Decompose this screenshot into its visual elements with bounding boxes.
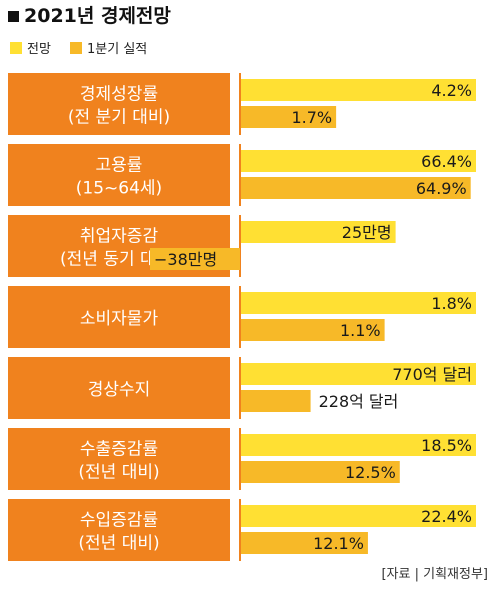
bar-actual (241, 106, 337, 128)
row-label-text: (15~64세) (76, 179, 162, 199)
bar-actual (241, 461, 400, 483)
chart-row: 경제성장률 (전 분기 대비) 4.2% 1.7% (8, 73, 476, 135)
chart-row: 고용률 (15~64세) 66.4% 64.9% (8, 144, 476, 206)
data-label-actual: 12.1% (313, 534, 364, 553)
data-label-forecast: 18.5% (421, 436, 472, 455)
row-label-text: 취업자증감 (80, 227, 159, 247)
row-label-box (8, 73, 230, 135)
source-note: [자료 | 기획재정부] (381, 567, 488, 582)
bar-forecast (241, 505, 476, 527)
legend-label-actual: 1분기 실적 (87, 42, 147, 57)
bar-forecast (241, 292, 476, 314)
legend-swatch-forecast (10, 42, 22, 54)
chart-row: 수출증감률 (전년 대비) 18.5% 12.5% (8, 428, 476, 490)
bar-forecast (241, 79, 476, 101)
bar-actual (150, 248, 240, 270)
data-label-forecast: 1.8% (431, 294, 472, 313)
chart-row: 경상수지 770억 달러 228억 달러 (8, 357, 476, 419)
row-label-text: 수출증감률 (80, 440, 158, 460)
data-label-forecast: 25만명 (342, 223, 392, 242)
bar-actual (241, 532, 368, 554)
data-label-actual: 12.5% (345, 463, 396, 482)
chart-rows: 경제성장률 (전 분기 대비) 4.2% 1.7% 고용률 (15~64세) 66.4% 64… (8, 73, 476, 561)
chart-title: 2021년 경제전망 (24, 5, 171, 27)
chart-row: 취업자증감 (전년 동기 대비) 25만명 −38만명 (8, 215, 396, 277)
row-label-text: (전년 동기 대비) (60, 250, 178, 270)
row-label-text: 소비자물가 (80, 309, 159, 329)
legend-swatch-actual (70, 42, 82, 54)
bar-forecast (241, 363, 476, 385)
chart-row: 수입증감률 (전년 대비) 22.4% 12.1% (8, 499, 476, 561)
data-label-forecast: 4.2% (431, 81, 472, 100)
row-label-text: (전 분기 대비) (68, 108, 170, 128)
title-bullet-icon (8, 11, 19, 22)
data-label-actual: −38만명 (154, 250, 217, 269)
row-label-box (8, 499, 230, 561)
row-label-text: (전년 대비) (78, 534, 159, 554)
legend-label-forecast: 전망 (27, 42, 51, 57)
bar-actual (241, 177, 471, 199)
bar-forecast (241, 434, 476, 456)
data-label-actual: 1.7% (291, 108, 332, 127)
data-label-actual: 228억 달러 (319, 392, 399, 411)
row-label-text: 수입증감률 (80, 511, 158, 531)
data-label-forecast: 22.4% (421, 507, 472, 526)
chart-row: 소비자물가 1.8% 1.1% (8, 286, 476, 348)
row-label-box (8, 357, 230, 419)
row-label-text: 고용률 (96, 156, 143, 176)
bar-forecast (241, 221, 396, 243)
row-label-box (8, 144, 230, 206)
bar-forecast (241, 150, 476, 172)
data-label-actual: 64.9% (416, 179, 467, 198)
row-label-box (8, 286, 230, 348)
row-label-text: (전년 대비) (78, 463, 159, 483)
row-label-box (8, 428, 230, 490)
bar-actual (241, 319, 385, 341)
data-label-actual: 1.1% (340, 321, 381, 340)
data-label-forecast: 770억 달러 (392, 365, 472, 384)
row-label-text: 경제성장률 (80, 85, 158, 105)
data-label-forecast: 66.4% (421, 152, 472, 171)
bar-actual (241, 390, 311, 412)
row-label-text: 경상수지 (88, 380, 151, 400)
